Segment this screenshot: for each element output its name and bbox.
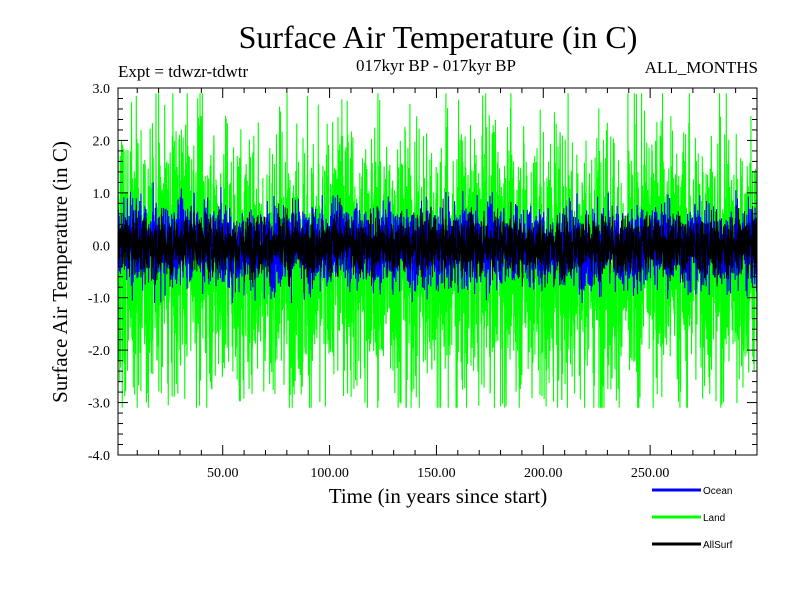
x-tick-label: 150.00 [417,466,456,481]
y-tick-label: 3.0 [93,82,111,97]
series-line-ocean [117,182,758,303]
x-axis-title: Time (in years since start) [329,484,548,508]
y-tick-label: -4.0 [88,449,110,464]
y-tick-label: 1.0 [93,187,111,202]
months-label: ALL_MONTHS [645,58,758,77]
period-label: 017kyr BP - 017kyr BP [356,56,516,75]
y-tick-label: 2.0 [93,134,111,149]
legend-label-land: Land [703,513,725,524]
y-tick-label: -3.0 [88,397,110,412]
x-tick-label: 50.00 [207,466,239,481]
tick-label-layer: 3.0 2.0 1.0 0.0 -1.0 -2.0 -3.0 -4.0 50.00 100.00 1… [88,82,670,481]
legend-label-allsurf: AllSurf [703,540,733,551]
series-line-allsurf [117,198,758,293]
series-layer [117,93,758,408]
legend: Ocean Land AllSurf [652,486,733,551]
x-tick-label: 250.00 [631,466,670,481]
y-axis-title: Surface Air Temperature (in C) [48,141,72,403]
plot-frame [117,87,758,456]
x-tick-label: 100.00 [310,466,349,481]
x-tick-label: 200.00 [524,466,563,481]
y-tick-label: 0.0 [93,239,111,254]
chart-title: Surface Air Temperature (in C) [239,19,638,55]
experiment-label: Expt = tdwzr-tdwtr [118,62,248,81]
tick-layer [118,87,757,456]
legend-label-ocean: Ocean [703,486,732,497]
y-tick-label: -1.0 [88,292,110,307]
y-tick-label: -2.0 [88,344,110,359]
